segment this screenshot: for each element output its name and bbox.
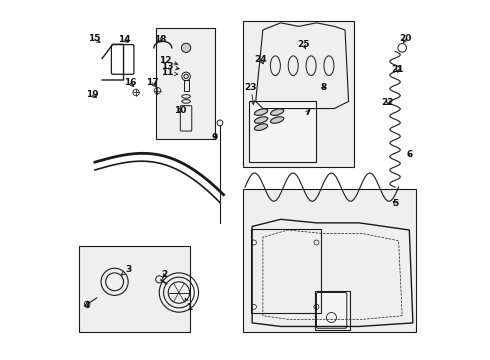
Text: 11: 11	[161, 68, 178, 77]
Ellipse shape	[270, 109, 284, 116]
Text: 24: 24	[254, 55, 267, 64]
FancyBboxPatch shape	[315, 291, 350, 330]
Text: 25: 25	[298, 40, 310, 49]
Text: 6: 6	[406, 150, 413, 159]
Text: 7: 7	[304, 108, 311, 117]
Ellipse shape	[270, 117, 284, 123]
Text: 2: 2	[162, 270, 168, 279]
Text: 9: 9	[211, 133, 218, 142]
Text: 19: 19	[86, 90, 98, 99]
Text: 16: 16	[123, 78, 136, 87]
FancyBboxPatch shape	[248, 102, 317, 162]
Text: 22: 22	[382, 98, 394, 107]
Text: 5: 5	[392, 199, 398, 208]
Text: 1: 1	[185, 298, 193, 312]
Circle shape	[181, 43, 191, 53]
Ellipse shape	[254, 124, 268, 130]
FancyBboxPatch shape	[243, 21, 354, 167]
Text: 12: 12	[159, 56, 178, 65]
Text: 10: 10	[174, 106, 187, 115]
Text: 15: 15	[88, 35, 100, 44]
Text: 20: 20	[399, 35, 412, 44]
Text: 23: 23	[245, 83, 257, 104]
Text: 3: 3	[121, 265, 132, 275]
Text: 4: 4	[84, 301, 90, 310]
FancyBboxPatch shape	[243, 189, 416, 332]
Text: 14: 14	[118, 36, 131, 45]
Text: 21: 21	[392, 66, 404, 75]
FancyBboxPatch shape	[156, 28, 215, 139]
FancyBboxPatch shape	[79, 246, 190, 332]
Text: 17: 17	[146, 78, 158, 87]
Ellipse shape	[254, 117, 268, 123]
Text: 18: 18	[154, 36, 166, 45]
Text: 13: 13	[161, 62, 179, 71]
Ellipse shape	[254, 109, 268, 116]
Bar	[184, 80, 189, 91]
Text: 8: 8	[320, 83, 327, 92]
